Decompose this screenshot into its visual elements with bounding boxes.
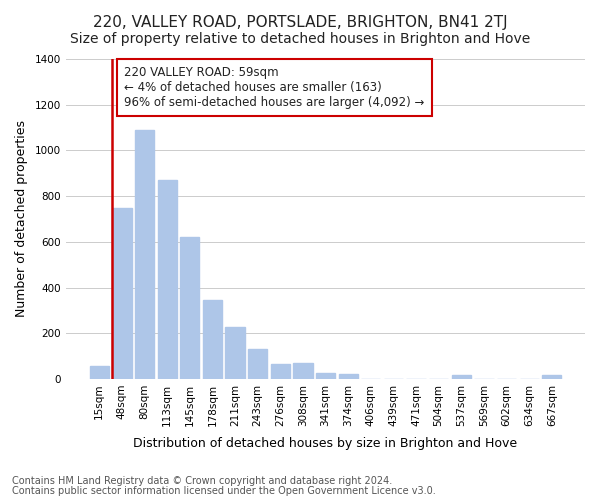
Bar bbox=[226, 328, 245, 379]
X-axis label: Distribution of detached houses by size in Brighton and Hove: Distribution of detached houses by size … bbox=[133, 437, 518, 450]
Bar bbox=[316, 373, 335, 379]
Bar bbox=[89, 366, 109, 379]
Bar bbox=[293, 363, 313, 379]
Text: Contains public sector information licensed under the Open Government Licence v3: Contains public sector information licen… bbox=[12, 486, 436, 496]
Text: 220, VALLEY ROAD, PORTSLADE, BRIGHTON, BN41 2TJ: 220, VALLEY ROAD, PORTSLADE, BRIGHTON, B… bbox=[92, 15, 508, 30]
Bar bbox=[158, 180, 177, 379]
Bar bbox=[452, 376, 471, 379]
Y-axis label: Number of detached properties: Number of detached properties bbox=[15, 120, 28, 318]
Bar bbox=[271, 364, 290, 379]
Bar bbox=[135, 130, 154, 379]
Bar bbox=[203, 300, 222, 379]
Bar bbox=[112, 208, 131, 379]
Text: 220 VALLEY ROAD: 59sqm
← 4% of detached houses are smaller (163)
96% of semi-det: 220 VALLEY ROAD: 59sqm ← 4% of detached … bbox=[124, 66, 425, 109]
Text: Size of property relative to detached houses in Brighton and Hove: Size of property relative to detached ho… bbox=[70, 32, 530, 46]
Bar bbox=[338, 374, 358, 379]
Bar bbox=[180, 237, 199, 379]
Bar bbox=[542, 376, 562, 379]
Bar bbox=[248, 349, 267, 379]
Text: Contains HM Land Registry data © Crown copyright and database right 2024.: Contains HM Land Registry data © Crown c… bbox=[12, 476, 392, 486]
